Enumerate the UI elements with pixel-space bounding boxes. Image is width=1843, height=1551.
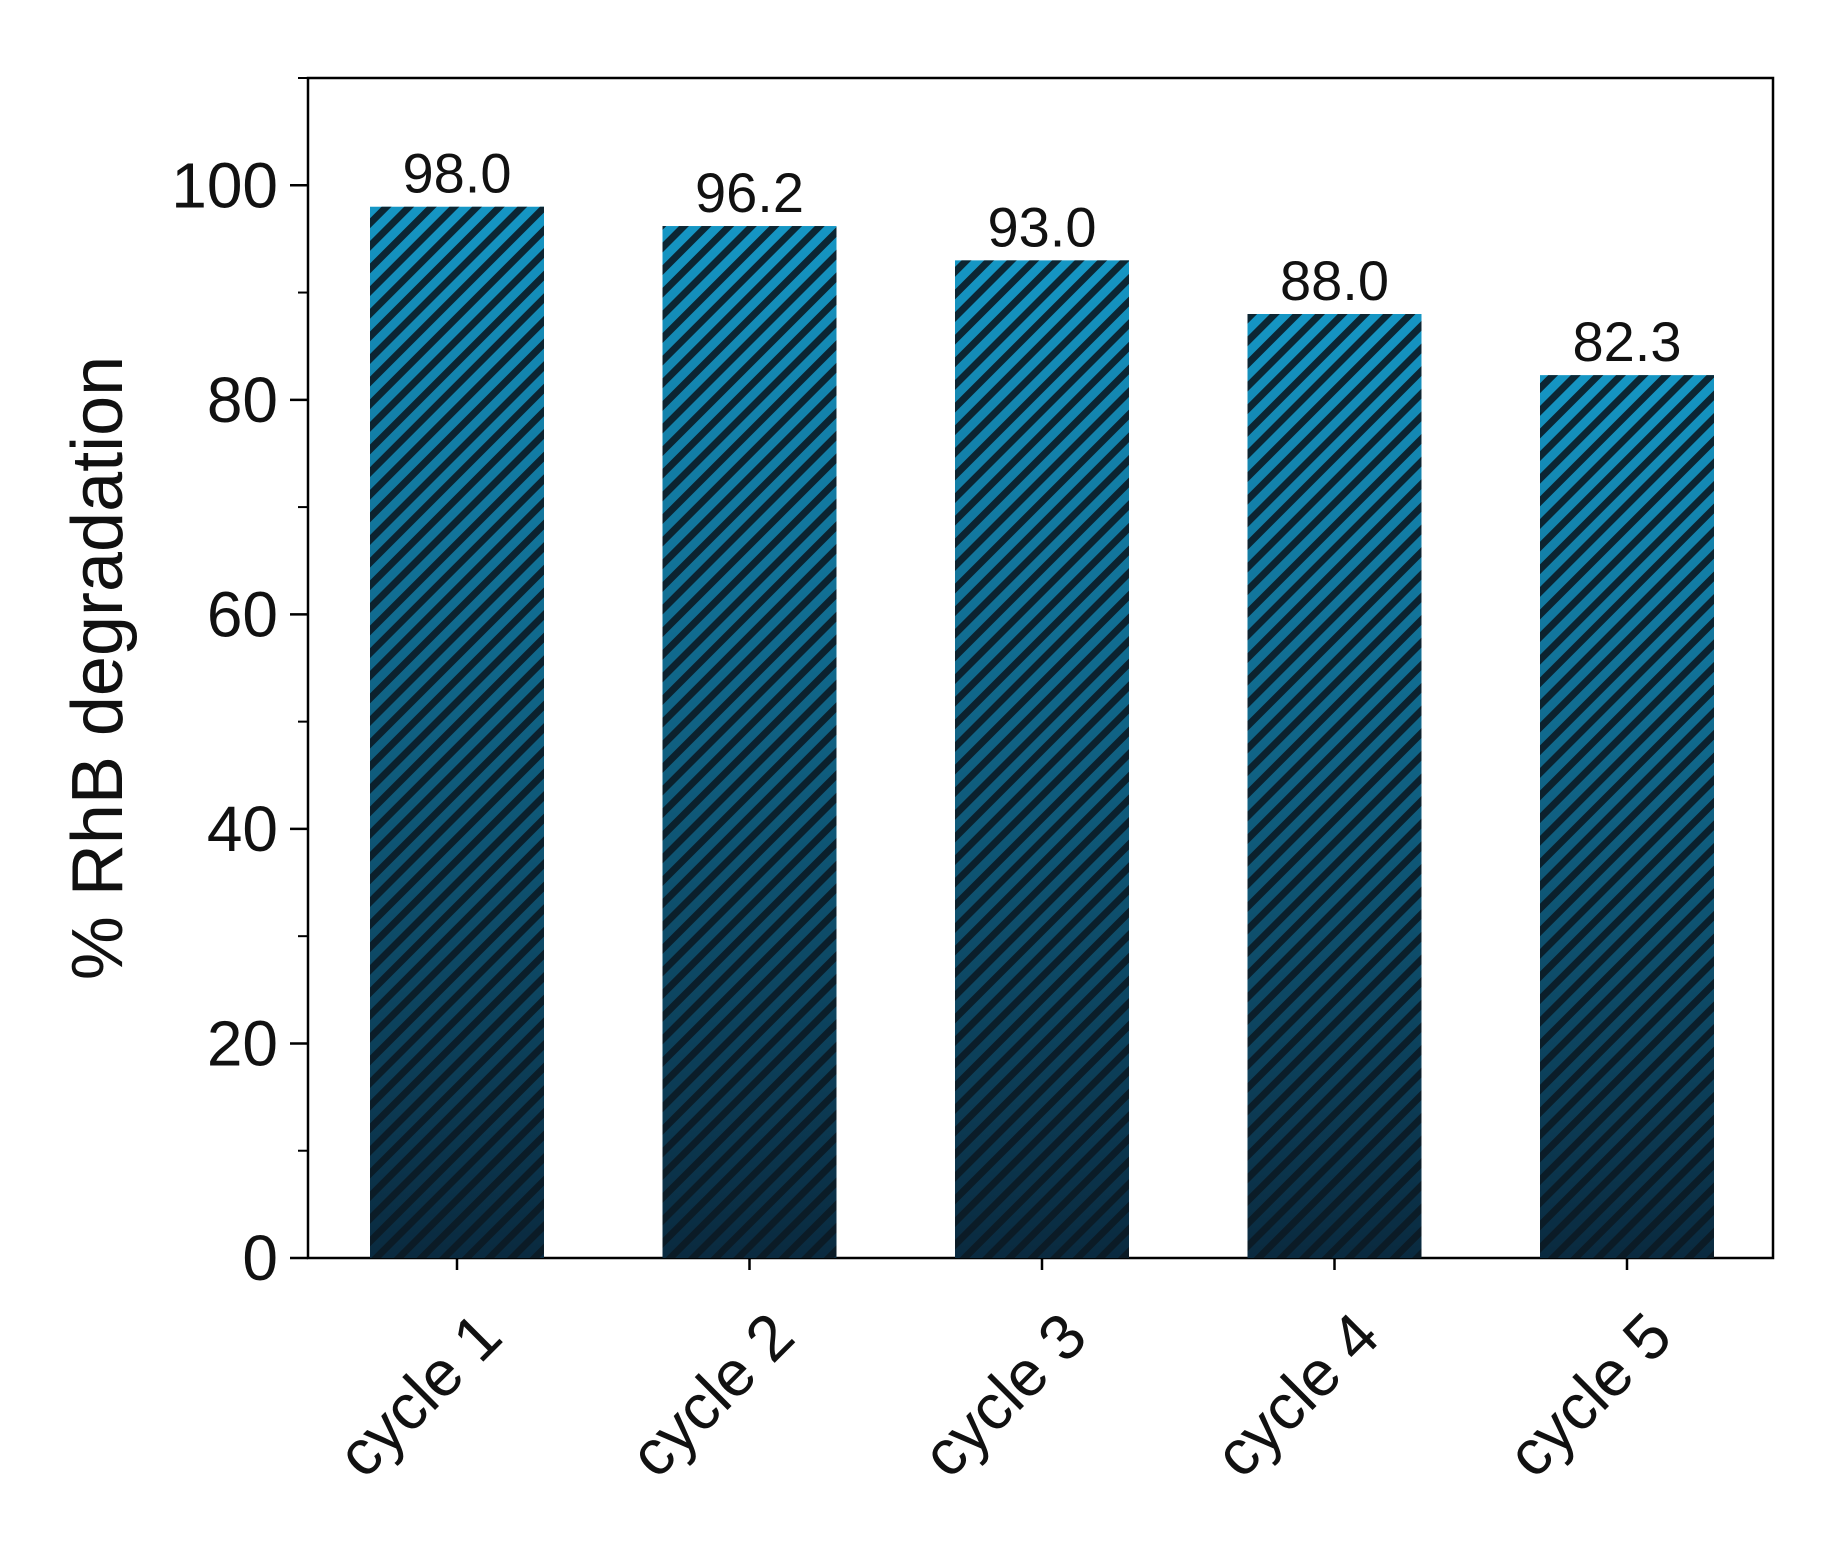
x-tick-label-4: cycle 4 [1201,1299,1393,1491]
bar-hatch-4 [1247,314,1422,1258]
bar-hatch-1 [370,206,544,1258]
y-tick-label-20: 20 [207,1007,278,1079]
bar-value-label-3: 93.0 [988,195,1097,258]
y-tick-label-0: 0 [242,1222,278,1294]
y-tick-label-60: 60 [207,578,278,650]
y-axis-title: % RhB degradation [58,356,138,980]
x-tick-label-3: cycle 3 [908,1299,1100,1491]
bar-value-label-1: 98.0 [403,142,512,205]
x-tick-label-5: cycle 5 [1493,1299,1685,1491]
bar-value-label-5: 82.3 [1573,310,1682,373]
bar-value-label-4: 88.0 [1280,249,1389,312]
bar-value-label-2: 96.2 [695,161,804,224]
x-axis: cycle 1 cycle 2 cycle 3 cycle 4 cycle 5 [323,1258,1685,1491]
y-axis: 0 20 40 60 80 100 [171,77,308,1294]
bar-hatch-2 [662,226,837,1258]
y-tick-label-80: 80 [207,364,278,436]
bar-value-labels: 98.0 96.2 93.0 88.0 82.3 [403,142,1682,373]
bar-hatch-5 [1540,375,1714,1258]
y-tick-label-100: 100 [171,149,278,221]
bar-hatch-3 [955,260,1129,1258]
bars [370,206,1714,1258]
x-tick-label-1: cycle 1 [323,1299,515,1491]
y-tick-label-40: 40 [207,793,278,865]
x-tick-label-2: cycle 2 [616,1299,808,1491]
